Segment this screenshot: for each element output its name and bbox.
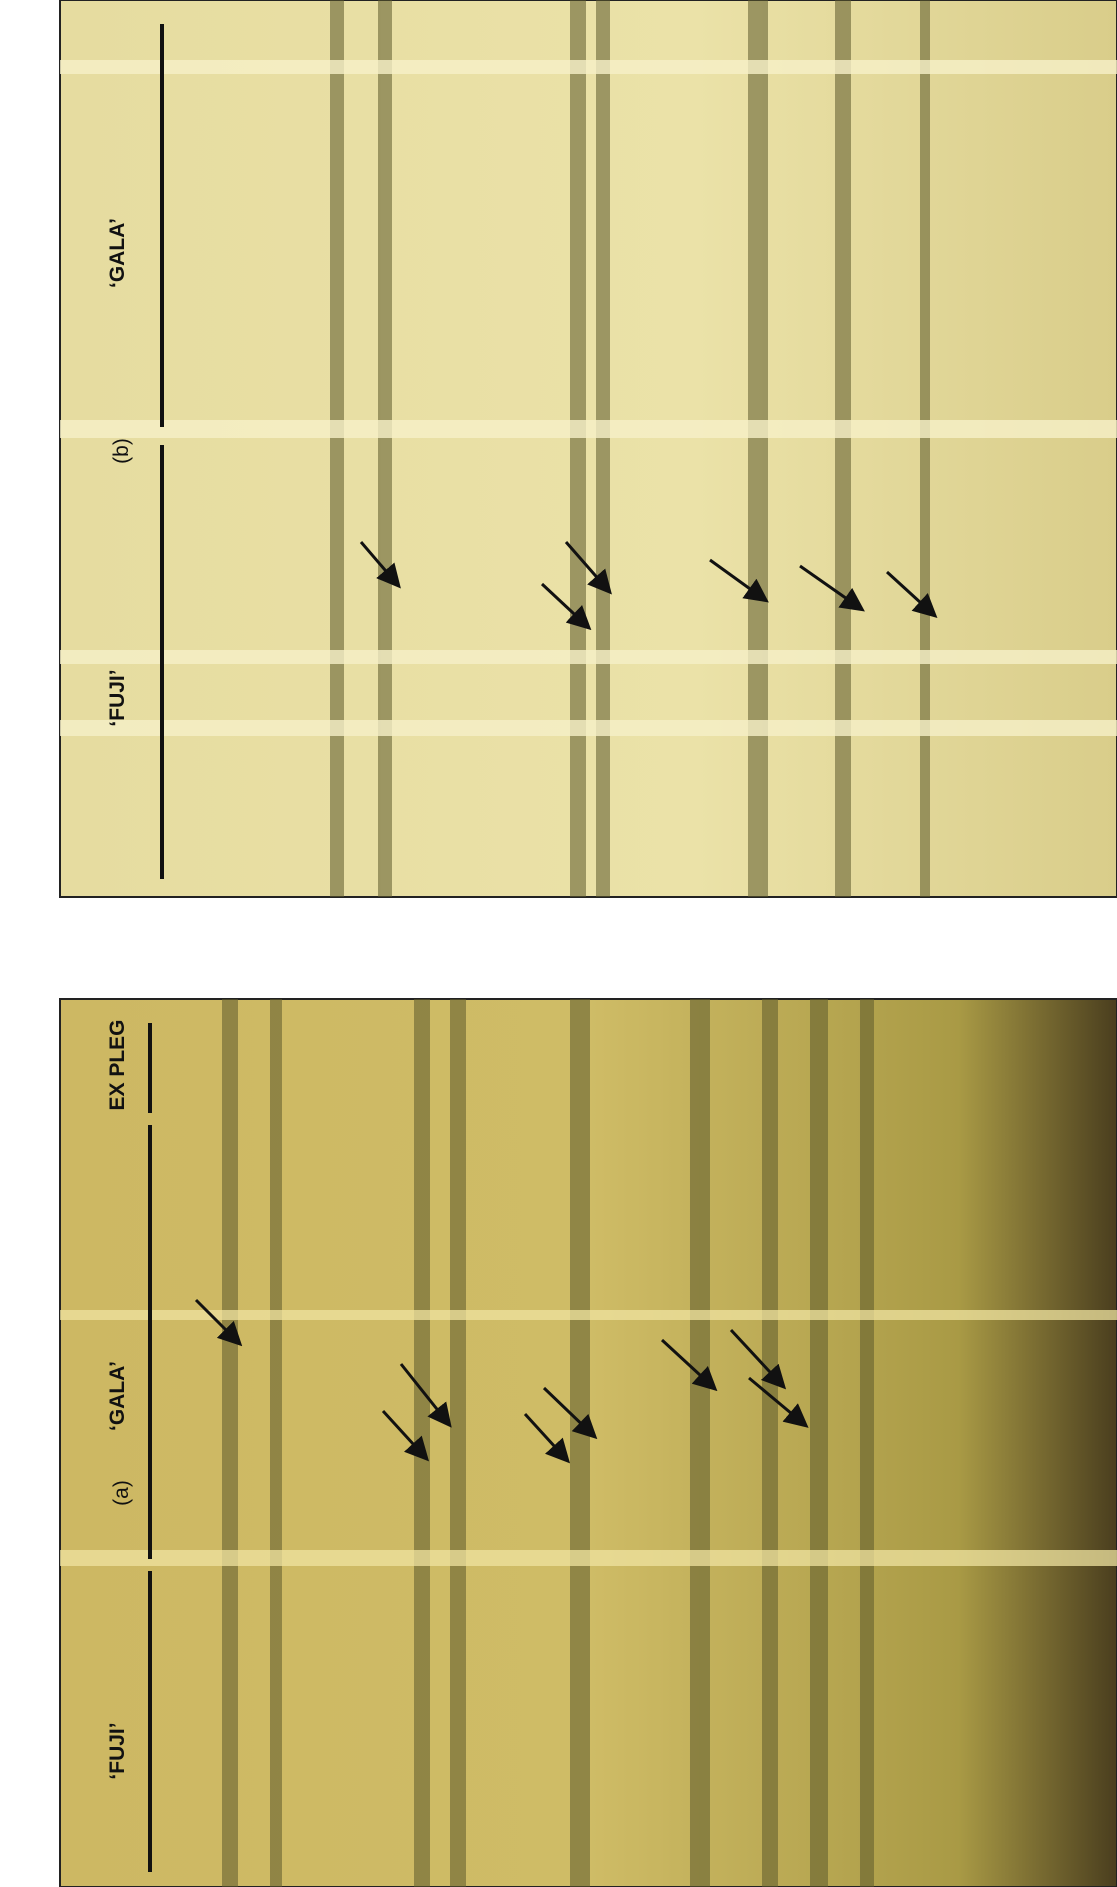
lane-label: ‘GALA’ <box>106 1361 129 1431</box>
lane-label: ‘FUJI’ <box>106 1722 129 1779</box>
panel-label: (b) <box>110 438 133 464</box>
lane-label: ‘FUJI’ <box>106 669 129 726</box>
gel-panel-b: ‘FUJI’ ‘GALA’ <box>59 0 1117 898</box>
panel-label: (a) <box>110 1480 133 1506</box>
lane-label: ‘GALA’ <box>106 218 129 288</box>
lane-label: EX PLEG <box>106 1019 129 1110</box>
gel-panel-a: ‘FUJI’ ‘GALA’ EX PLEG <box>59 998 1117 1887</box>
